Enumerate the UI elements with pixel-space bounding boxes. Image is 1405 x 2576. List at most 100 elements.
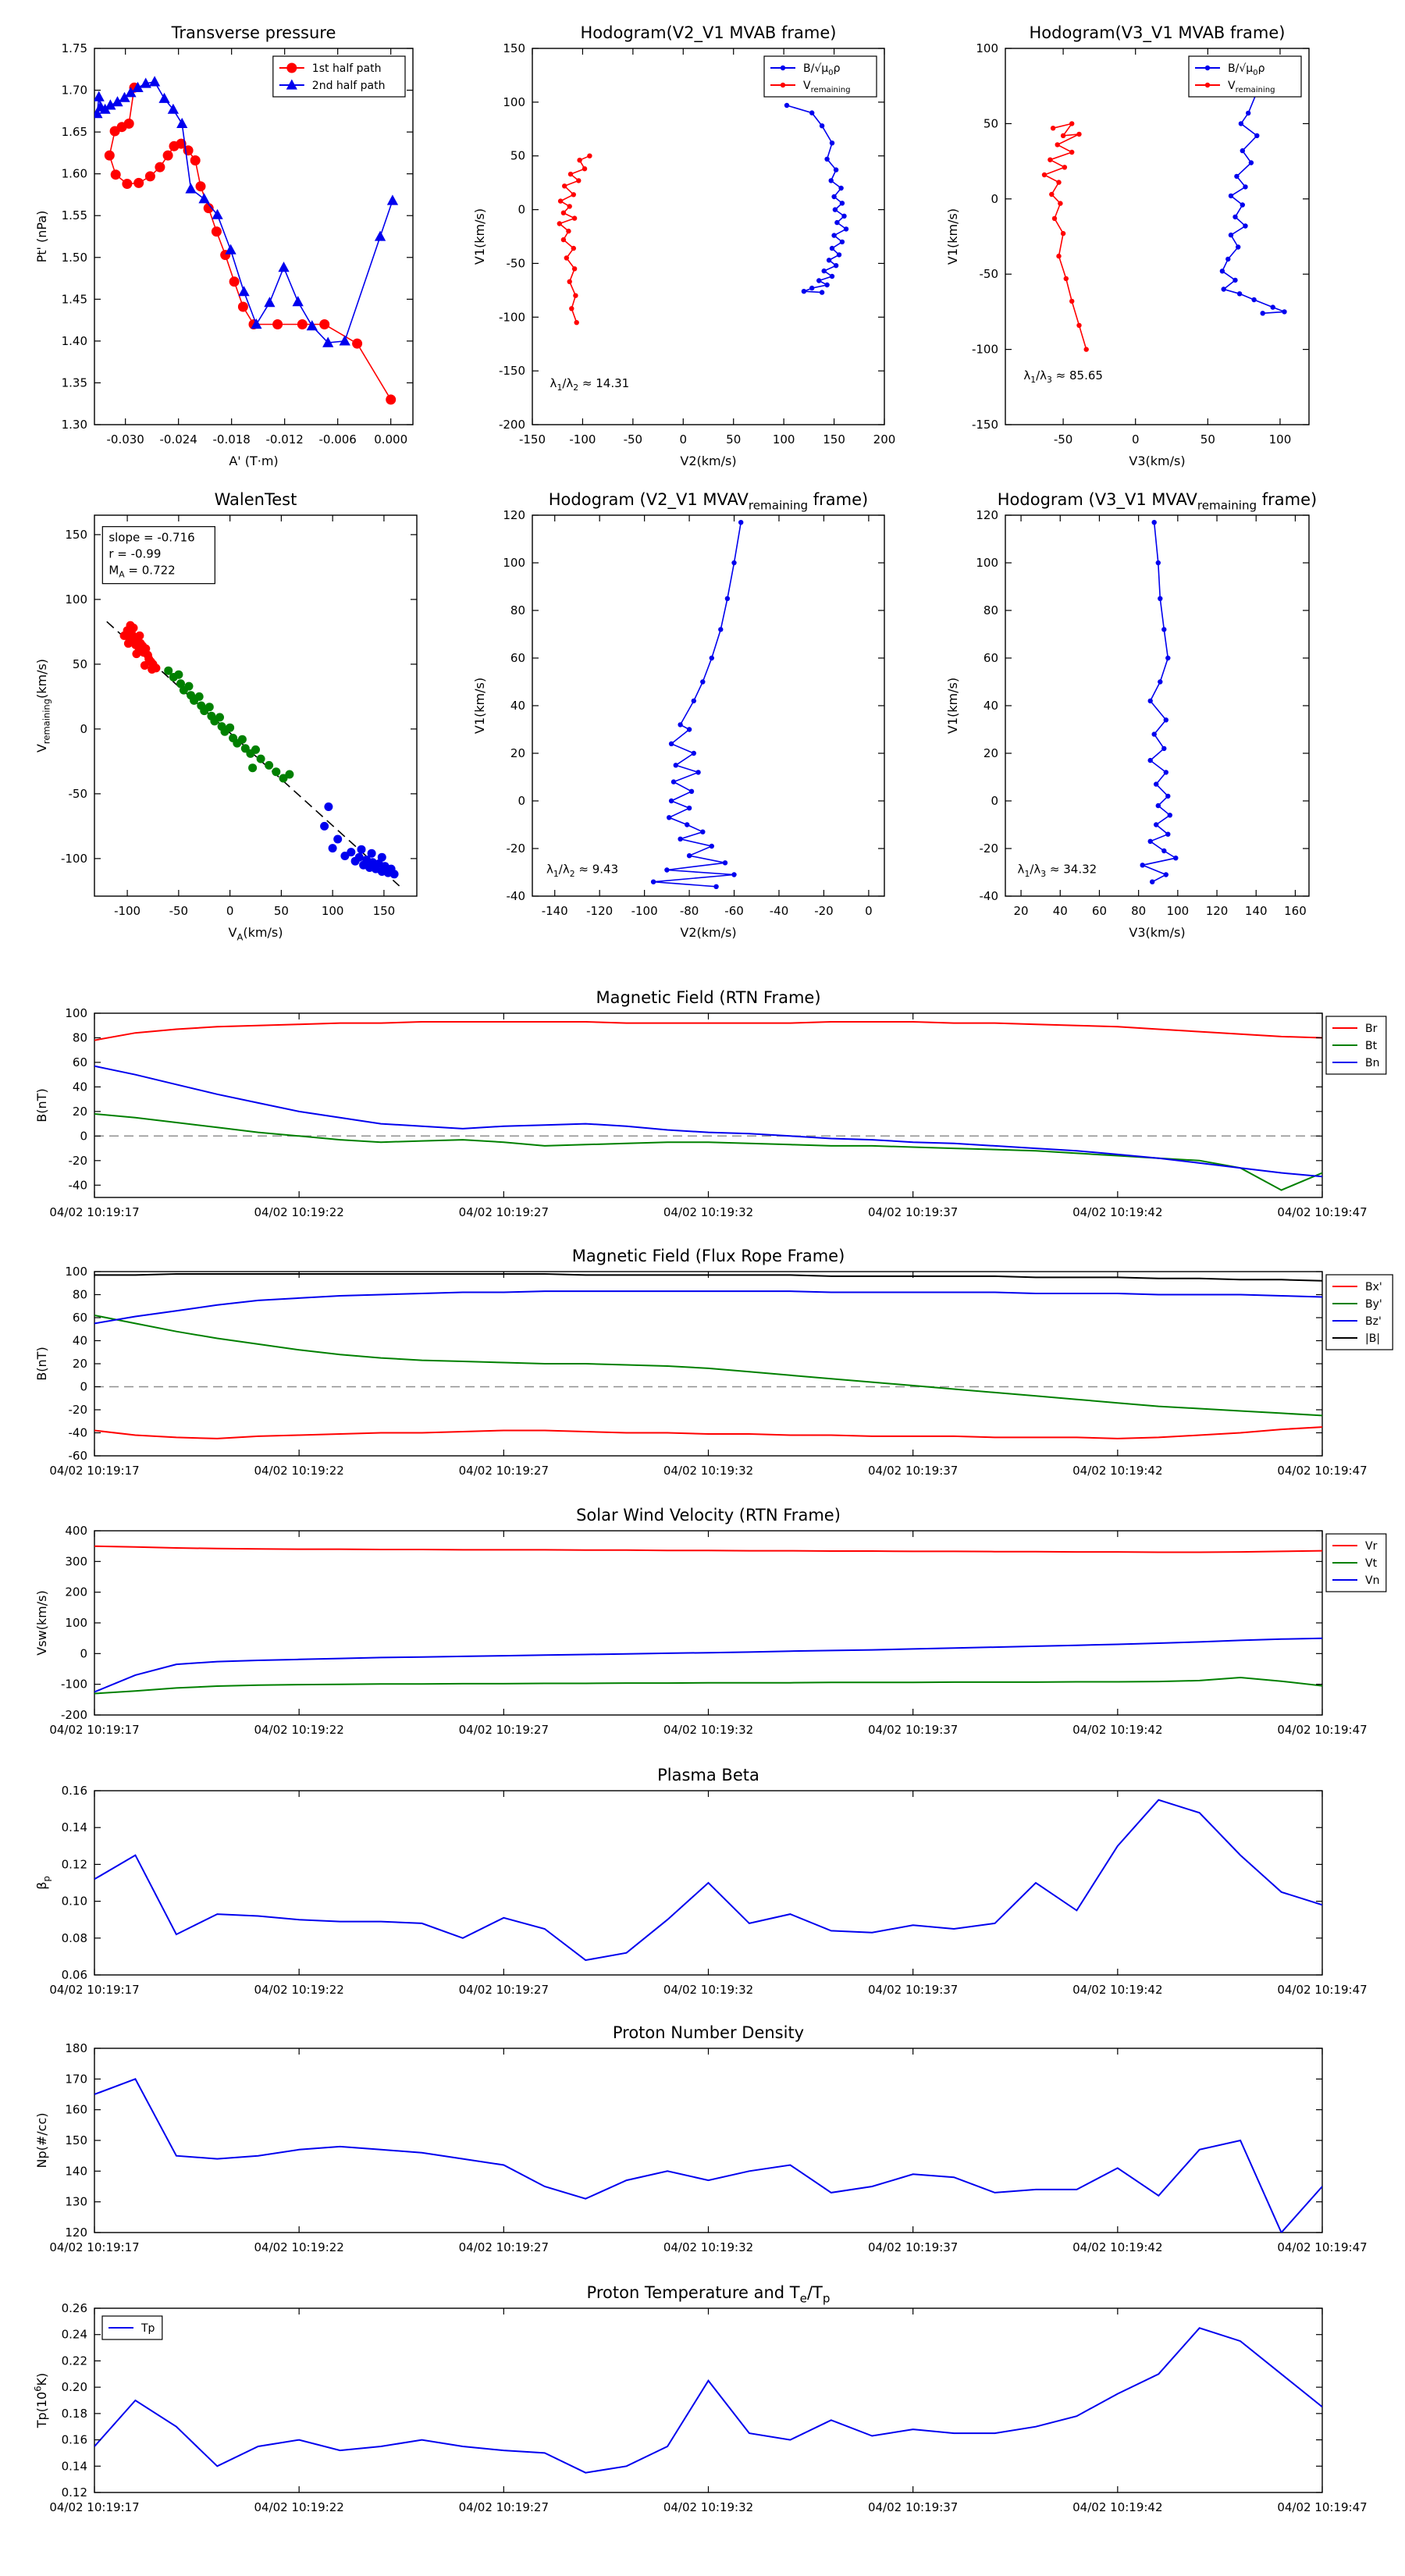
plot-frame: [94, 48, 414, 425]
x-tick-label: 04/02 10:19:42: [1072, 1723, 1162, 1737]
x-tick-label: -0.012: [265, 432, 303, 447]
series-v-remaining-point: [709, 655, 714, 661]
legend-label: By': [1365, 1298, 1382, 1311]
x-tick-label: 04/02 10:19:22: [254, 1983, 343, 1997]
series-bx-prime-line: [94, 1426, 1322, 1439]
y-tick-label: 0: [80, 1129, 87, 1143]
y-axis-label: Vremaining(km/s): [34, 659, 52, 753]
series-v-remaining-point: [1165, 655, 1171, 661]
series-b-over-sqrt-mu0rho-point: [836, 252, 842, 258]
series-v-remaining-point: [668, 798, 674, 804]
series-second-half-path-point: [158, 92, 170, 103]
x-tick-label: 04/02 10:19:37: [868, 2500, 958, 2514]
y-tick-label: -150: [499, 364, 525, 378]
legend-label: Vn: [1365, 1574, 1379, 1587]
x-tick-label: 0.000: [374, 432, 407, 447]
series-first-half-path-point: [272, 319, 283, 329]
series-v-remaining-point: [564, 255, 569, 261]
series-b-over-sqrt-mu0rho-point: [1251, 297, 1257, 303]
legend-label: B/√μ0ρ: [1228, 62, 1265, 77]
x-tick-label: 160: [1284, 904, 1307, 918]
y-tick-label: 120: [976, 508, 998, 522]
x-tick-label: -50: [1054, 432, 1073, 447]
x-tick-label: 04/02 10:19:47: [1277, 1983, 1367, 1997]
series-green-points-point: [272, 767, 281, 777]
series-v-remaining-point: [667, 815, 672, 820]
chart-proton-number-density: 04/02 10:19:17 04/02 10:19:22 04/02 10:19:…: [34, 2023, 1368, 2254]
series-v-remaining-point: [1150, 879, 1155, 884]
series-second-half-path-point: [148, 76, 161, 87]
series-second-half-path-point: [140, 77, 151, 88]
legend-marker: [780, 82, 786, 88]
x-tick-label: 40: [1053, 904, 1068, 918]
series-red-points-point: [135, 631, 144, 640]
series-v-remaining-point: [731, 560, 737, 566]
series-second-half-path-point: [125, 87, 137, 98]
legend-marker: [780, 65, 786, 71]
series-v-remaining-point: [1155, 560, 1161, 566]
y-tick-label: 100: [503, 556, 525, 570]
plot-frame: [94, 1271, 1323, 1457]
x-tick-label: 04/02 10:19:37: [868, 2240, 958, 2254]
series-b-over-sqrt-mu0rho-point: [1243, 223, 1248, 229]
x-tick-label: 04/02 10:19:22: [254, 1205, 343, 1219]
series-second-half-path-point: [176, 117, 188, 128]
legend-label: Vt: [1365, 1557, 1378, 1570]
series-second-half-path-point: [167, 103, 179, 114]
chart-proton-temperature: 04/02 10:19:17 04/02 10:19:22 04/02 10:19:…: [32, 2283, 1367, 2514]
annotation-text: λ1/λ2 ≈ 9.43: [546, 863, 618, 879]
chart-title: Hodogram (V3_V1 MVAVremaining frame): [998, 490, 1318, 513]
y-tick-label: 0: [80, 1646, 87, 1660]
x-tick-label: 04/02 10:19:42: [1072, 2500, 1162, 2514]
series-b-over-sqrt-mu0rho-point: [1246, 110, 1251, 116]
series-blue-points-point: [320, 821, 329, 831]
chart-title: Solar Wind Velocity (RTN Frame): [576, 1506, 841, 1525]
y-tick-label: 140: [65, 2164, 87, 2178]
y-tick-label: -50: [980, 267, 999, 281]
series-b-over-sqrt-mu0rho-point: [829, 245, 835, 251]
series-v-remaining-point: [1161, 745, 1167, 752]
series-bn-line: [94, 1065, 1322, 1178]
x-tick-label: -100: [569, 432, 596, 447]
series-v-remaining-point: [574, 320, 579, 326]
series-group: [650, 520, 744, 890]
x-tick-label: -0.030: [106, 432, 144, 447]
y-tick-label: 0: [991, 192, 998, 206]
y-tick-label: 0.22: [62, 2354, 87, 2368]
series-v-remaining-point: [695, 770, 701, 775]
y-tick-label: 100: [976, 556, 998, 570]
legend-label: Bx': [1365, 1281, 1382, 1293]
y-tick-label: 0: [80, 1380, 87, 1394]
x-tick-label: 60: [1092, 904, 1107, 918]
chart-title: Hodogram (V2_V1 MVAVremaining frame): [549, 490, 869, 513]
series-second-half-path-point: [119, 91, 130, 102]
series-v-remaining-point: [582, 166, 588, 172]
y-tick-label: 60: [73, 1055, 87, 1069]
legend-label: Br: [1365, 1023, 1378, 1035]
series-bt-line: [94, 1113, 1322, 1191]
series-first-half-path-point: [229, 276, 240, 287]
series-first-half-path-point: [211, 226, 222, 237]
series-b-over-sqrt-mu0rho-point: [841, 213, 847, 219]
chart-hodogram-v2-v1-mvab: -150 -100 -50 0 50 100 150 200-200-150-100-5005…: [472, 23, 895, 468]
series-b-over-sqrt-mu0rho-point: [1282, 309, 1287, 315]
x-tick-label: 0: [680, 432, 688, 447]
x-tick-label: 150: [823, 432, 845, 447]
annotation-text: λ1/λ3 ≈ 34.32: [1018, 863, 1097, 879]
y-tick-label: -100: [499, 310, 525, 324]
y-tick-label: 1.40: [62, 334, 87, 348]
series-first-half-path-point: [144, 171, 155, 182]
series-second-half-path-point: [94, 91, 105, 101]
series-b-over-sqrt-mu0rho-point: [1260, 311, 1265, 316]
series-v-remaining-point: [1173, 856, 1179, 861]
y-tick-label: 20: [984, 746, 998, 760]
series-v-remaining-point: [1056, 180, 1062, 185]
y-tick-label: 50: [510, 149, 525, 163]
series-group: [94, 1545, 1322, 1695]
series-second-half-path-point: [386, 194, 399, 205]
y-tick-label: -40: [69, 1178, 88, 1192]
y-tick-label: 50: [73, 657, 87, 671]
y-tick-label: 100: [65, 1265, 87, 1279]
series-first-half-path-point: [122, 179, 133, 189]
